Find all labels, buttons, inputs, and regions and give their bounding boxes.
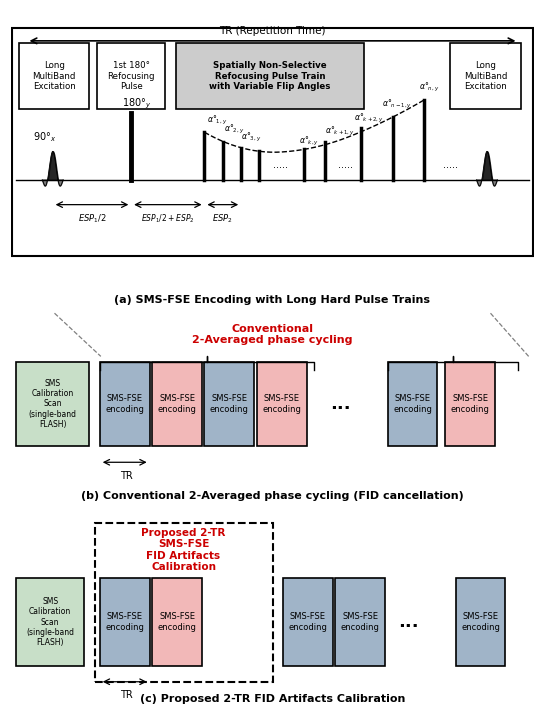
Text: SMS-FSE
encoding: SMS-FSE encoding xyxy=(451,394,489,413)
FancyBboxPatch shape xyxy=(16,578,84,666)
Text: SMS-FSE
encoding: SMS-FSE encoding xyxy=(158,613,196,632)
FancyBboxPatch shape xyxy=(175,42,364,109)
FancyBboxPatch shape xyxy=(97,42,165,109)
FancyBboxPatch shape xyxy=(13,27,532,256)
Text: $\alpha°_{k+1,y}$: $\alpha°_{k+1,y}$ xyxy=(325,125,355,138)
Text: .....: ..... xyxy=(443,161,458,171)
FancyBboxPatch shape xyxy=(387,362,437,446)
Text: $ESP_1/2 + ESP_2$: $ESP_1/2 + ESP_2$ xyxy=(141,212,195,225)
Text: SMS-FSE
encoding: SMS-FSE encoding xyxy=(105,394,144,413)
Text: .....: ..... xyxy=(273,161,288,171)
Text: $\alpha°_{1,y}$: $\alpha°_{1,y}$ xyxy=(207,114,227,127)
Text: $\alpha°_{k+2,y}$: $\alpha°_{k+2,y}$ xyxy=(354,112,384,125)
Text: SMS-FSE
encoding: SMS-FSE encoding xyxy=(105,613,144,632)
FancyBboxPatch shape xyxy=(100,362,149,446)
Text: $ESP_1/2$: $ESP_1/2$ xyxy=(78,212,106,225)
Text: SMS
Calibration
Scan
(single-band
FLASH): SMS Calibration Scan (single-band FLASH) xyxy=(29,379,77,429)
Text: TR: TR xyxy=(120,690,132,700)
Text: $\alpha°_{n-1,y}$: $\alpha°_{n-1,y}$ xyxy=(383,98,413,112)
Text: (c) Proposed 2-TR FID Artifacts Calibration: (c) Proposed 2-TR FID Artifacts Calibrat… xyxy=(140,694,405,704)
Text: Long
MultiBand
Excitation: Long MultiBand Excitation xyxy=(32,61,76,91)
FancyBboxPatch shape xyxy=(283,578,332,666)
Text: SMS-FSE
encoding: SMS-FSE encoding xyxy=(393,394,432,413)
FancyBboxPatch shape xyxy=(335,578,385,666)
Text: Proposed 2-TR
SMS-FSE
FID Artifacts
Calibration: Proposed 2-TR SMS-FSE FID Artifacts Cali… xyxy=(141,528,226,572)
Text: (b) Conventional 2-Averaged phase cycling (FID cancellation): (b) Conventional 2-Averaged phase cyclin… xyxy=(81,490,464,500)
Text: SMS-FSE
encoding: SMS-FSE encoding xyxy=(461,613,500,632)
FancyBboxPatch shape xyxy=(456,578,505,666)
Text: $\alpha°_{n,y}$: $\alpha°_{n,y}$ xyxy=(419,81,439,94)
Text: $\alpha°_{2,y}$: $\alpha°_{2,y}$ xyxy=(225,123,245,136)
Text: SMS-FSE
encoding: SMS-FSE encoding xyxy=(341,613,379,632)
Text: TR (Repetition Time): TR (Repetition Time) xyxy=(219,27,326,36)
FancyBboxPatch shape xyxy=(152,578,202,666)
Text: SMS-FSE
encoding: SMS-FSE encoding xyxy=(288,613,327,632)
FancyBboxPatch shape xyxy=(257,362,306,446)
Text: $\alpha°_{3,y}$: $\alpha°_{3,y}$ xyxy=(241,130,262,144)
Text: Long
MultiBand
Excitation: Long MultiBand Excitation xyxy=(464,61,507,91)
FancyBboxPatch shape xyxy=(152,362,202,446)
Text: $90°_x$: $90°_x$ xyxy=(33,130,57,144)
Text: .....: ..... xyxy=(338,161,353,171)
Text: SMS-FSE
encoding: SMS-FSE encoding xyxy=(210,394,249,413)
Text: ...: ... xyxy=(330,395,351,413)
FancyBboxPatch shape xyxy=(19,42,89,109)
FancyBboxPatch shape xyxy=(100,578,149,666)
FancyBboxPatch shape xyxy=(16,362,89,446)
FancyBboxPatch shape xyxy=(204,362,254,446)
Text: SMS-FSE
encoding: SMS-FSE encoding xyxy=(262,394,301,413)
Text: 1st 180°
Refocusing
Pulse: 1st 180° Refocusing Pulse xyxy=(107,61,155,91)
Text: TR: TR xyxy=(120,471,132,481)
Text: Spatially Non-Selective
Refocusing Pulse Train
with Variable Flip Angles: Spatially Non-Selective Refocusing Pulse… xyxy=(209,61,331,91)
Text: Conventional
2-Averaged phase cycling: Conventional 2-Averaged phase cycling xyxy=(192,324,353,346)
Text: ...: ... xyxy=(398,613,419,631)
Text: SMS-FSE
encoding: SMS-FSE encoding xyxy=(158,394,196,413)
Text: (a) SMS-FSE Encoding with Long Hard Pulse Trains: (a) SMS-FSE Encoding with Long Hard Puls… xyxy=(114,295,431,305)
Text: $\alpha°_{k,y}$: $\alpha°_{k,y}$ xyxy=(299,135,319,148)
FancyBboxPatch shape xyxy=(450,42,521,109)
Text: SMS
Calibration
Scan
(single-band
FLASH): SMS Calibration Scan (single-band FLASH) xyxy=(26,597,74,647)
Text: $ESP_2$: $ESP_2$ xyxy=(213,212,233,225)
Text: $180°_y$: $180°_y$ xyxy=(122,97,152,112)
FancyBboxPatch shape xyxy=(445,362,495,446)
